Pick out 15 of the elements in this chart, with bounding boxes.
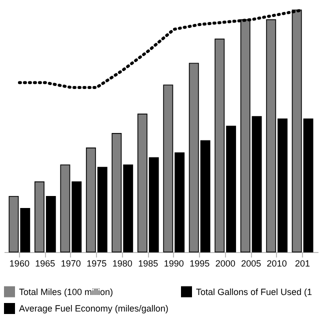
x-tick-label: 1980: [112, 258, 132, 268]
x-tick-label: 1990: [164, 258, 184, 268]
legend-label: Total Gallons of Fuel Used (1: [196, 286, 312, 297]
legend-label: Average Fuel Economy (miles/gallon): [19, 304, 168, 314]
x-tick-label: 1985: [138, 258, 158, 268]
x-tick-label: 1995: [190, 258, 210, 268]
x-tick-label: 1975: [86, 258, 107, 268]
x-tick-label: 1965: [35, 258, 56, 268]
x-tick-label: 1970: [60, 258, 81, 268]
x-tick-label: 2010: [266, 258, 287, 268]
x-tick-label: 201: [295, 258, 310, 268]
legend-label: Total Miles (100 million): [19, 286, 114, 297]
x-tick-label: 2000: [215, 258, 236, 268]
x-tick-label: 2005: [241, 258, 262, 268]
x-tick-label: 1960: [9, 258, 30, 268]
